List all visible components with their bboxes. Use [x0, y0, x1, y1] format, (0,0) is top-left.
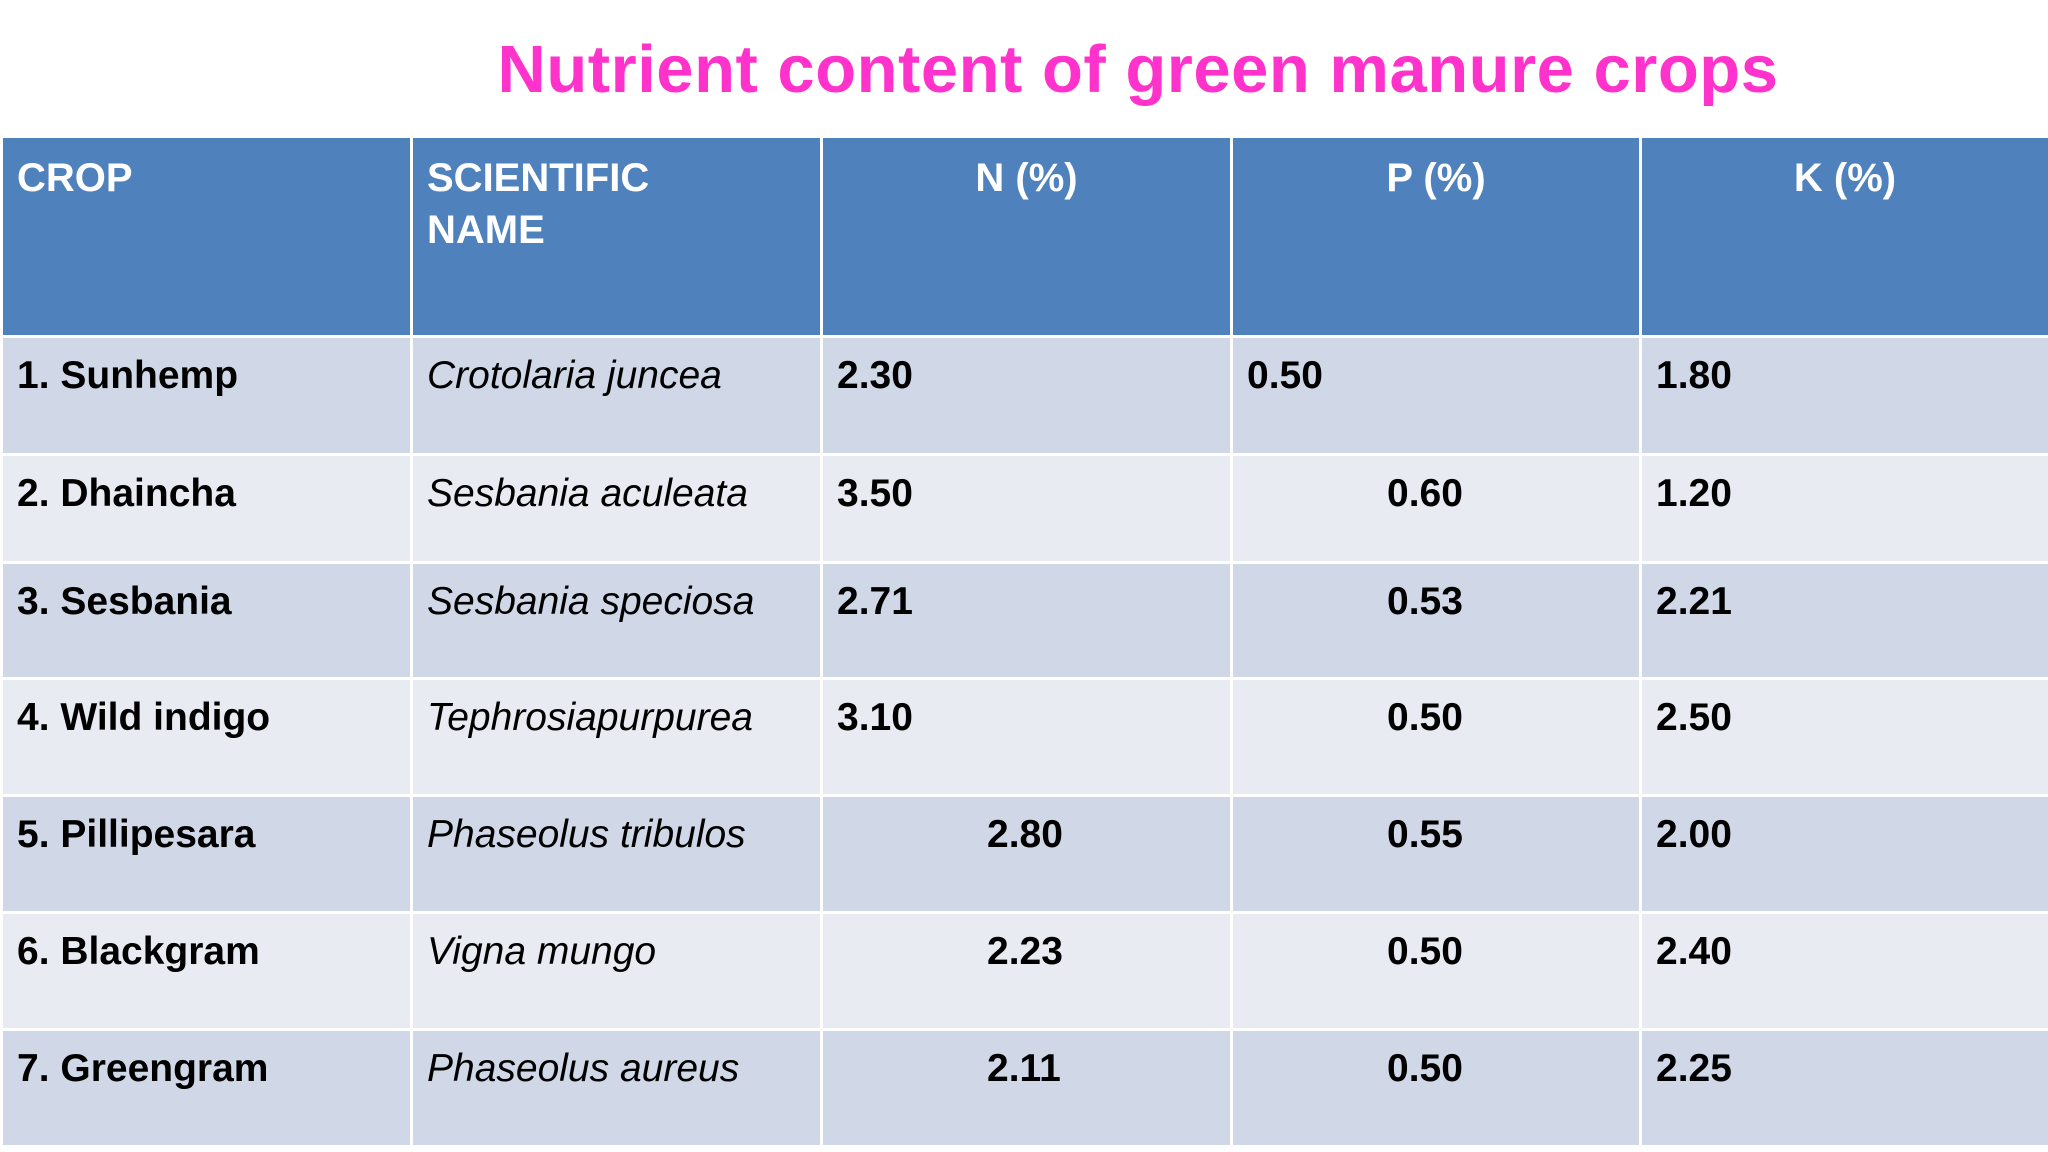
- k-value: 1.20: [1639, 453, 2048, 564]
- n-value: 3.10: [820, 677, 1233, 797]
- k-value: 2.00: [1639, 794, 2048, 914]
- n-value: 2.80: [820, 794, 1233, 914]
- p-value: 0.50: [1230, 911, 1642, 1031]
- crop-name: 4. Wild indigo: [0, 677, 413, 797]
- scientific-name: Sesbania speciosa: [410, 561, 823, 680]
- table-row: 2. Dhaincha Sesbania aculeata 3.50 0.60 …: [0, 453, 2048, 564]
- table-row: 6. Blackgram Vigna mungo 2.23 0.50 2.40: [0, 911, 2048, 1031]
- crop-name: 1. Sunhemp: [0, 335, 413, 456]
- table-row: 4. Wild indigo Tephrosiapurpurea 3.10 0.…: [0, 677, 2048, 797]
- n-value: 2.71: [820, 561, 1233, 680]
- table-row: 7. Greengram Phaseolus aureus 2.11 0.50 …: [0, 1028, 2048, 1148]
- crop-name: 3. Sesbania: [0, 561, 413, 680]
- scientific-name: Tephrosiapurpurea: [410, 677, 823, 797]
- k-value: 2.50: [1639, 677, 2048, 797]
- n-value: 3.50: [820, 453, 1233, 564]
- scientific-name: Sesbania aculeata: [410, 453, 823, 564]
- header-crop: CROP: [0, 135, 413, 338]
- crop-name: 5. Pillipesara: [0, 794, 413, 914]
- header-scientific-name: SCIENTIFIC NAME: [410, 135, 823, 338]
- n-value: 2.23: [820, 911, 1233, 1031]
- p-value: 0.50: [1230, 335, 1642, 456]
- n-value: 2.30: [820, 335, 1233, 456]
- crop-name: 6. Blackgram: [0, 911, 413, 1031]
- scientific-name: Vigna mungo: [410, 911, 823, 1031]
- k-value: 1.80: [1639, 335, 2048, 456]
- header-p-percent: P (%): [1230, 135, 1642, 338]
- p-value: 0.50: [1230, 1028, 1642, 1148]
- header-n-percent: N (%): [820, 135, 1233, 338]
- scientific-name: Phaseolus aureus: [410, 1028, 823, 1148]
- nutrient-table: CROP SCIENTIFIC NAME N (%) P (%) K (%) 1…: [0, 135, 2048, 1148]
- header-k-percent: K (%): [1639, 135, 2048, 338]
- crop-name: 2. Dhaincha: [0, 453, 413, 564]
- p-value: 0.50: [1230, 677, 1642, 797]
- slide-title: Nutrient content of green manure crops: [497, 32, 1779, 107]
- table-row: 1. Sunhemp Crotolaria juncea 2.30 0.50 1…: [0, 335, 2048, 456]
- k-value: 2.40: [1639, 911, 2048, 1031]
- scientific-name: Phaseolus tribulos: [410, 794, 823, 914]
- table-row: 5. Pillipesara Phaseolus tribulos 2.80 0…: [0, 794, 2048, 914]
- p-value: 0.60: [1230, 453, 1642, 564]
- k-value: 2.21: [1639, 561, 2048, 680]
- table-row: 3. Sesbania Sesbania speciosa 2.71 0.53 …: [0, 561, 2048, 680]
- p-value: 0.55: [1230, 794, 1642, 914]
- p-value: 0.53: [1230, 561, 1642, 680]
- table-header-row: CROP SCIENTIFIC NAME N (%) P (%) K (%): [0, 135, 2048, 338]
- n-value: 2.11: [820, 1028, 1233, 1148]
- crop-name: 7. Greengram: [0, 1028, 413, 1148]
- scientific-name: Crotolaria juncea: [410, 335, 823, 456]
- k-value: 2.25: [1639, 1028, 2048, 1148]
